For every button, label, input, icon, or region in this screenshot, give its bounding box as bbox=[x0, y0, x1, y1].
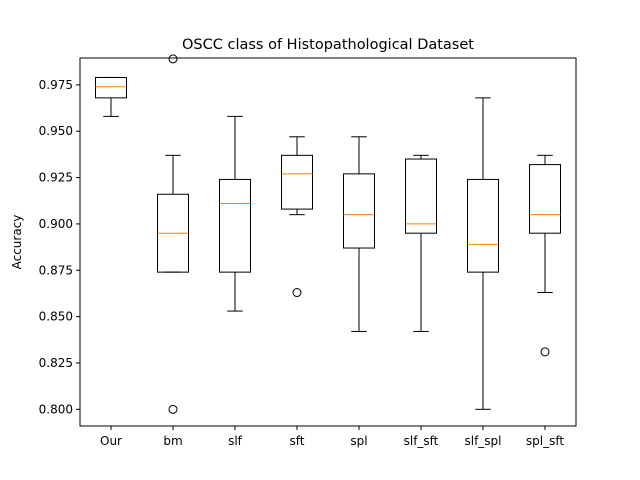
y-axis-label: Accuracy bbox=[10, 215, 24, 270]
x-tick-label: spl bbox=[350, 434, 367, 448]
plot-area: 0.800 0.825 0.850 0.875 0.900 0.925 0.950 0.975… bbox=[39, 54, 564, 448]
box-iqr bbox=[467, 178, 499, 273]
box-iqr bbox=[529, 164, 561, 234]
y-tick-label: 0.850 bbox=[39, 310, 73, 324]
box-iqr bbox=[343, 173, 375, 249]
box-iqr bbox=[95, 76, 127, 99]
x-tick-label: slf bbox=[228, 434, 243, 448]
box-iqr bbox=[219, 178, 251, 273]
outlier-point bbox=[168, 54, 178, 64]
outlier-point bbox=[292, 288, 302, 298]
y-tick-label: 0.900 bbox=[39, 217, 73, 231]
chart-title: OSCC class of Histopathological Dataset bbox=[182, 37, 474, 53]
axes-frame bbox=[79, 57, 577, 427]
x-tick-label: Our bbox=[100, 434, 122, 448]
y-tick-label: 0.825 bbox=[39, 356, 73, 370]
x-tick-label: bm bbox=[163, 434, 182, 448]
x-tick-label: spl_sft bbox=[526, 434, 564, 448]
outlier-point bbox=[168, 404, 178, 414]
outlier-point bbox=[540, 347, 550, 357]
y-tick-label: 0.875 bbox=[39, 263, 73, 277]
x-tick-label: slf_spl bbox=[464, 434, 501, 448]
y-tick-label: 0.975 bbox=[39, 78, 73, 92]
x-tick-label: slf_sft bbox=[404, 434, 439, 448]
y-tick-label: 0.925 bbox=[39, 171, 73, 185]
y-tick-label: 0.950 bbox=[39, 124, 73, 138]
x-tick-label: sft bbox=[290, 434, 305, 448]
box-iqr bbox=[281, 154, 313, 210]
y-tick-label: 0.800 bbox=[39, 402, 73, 416]
box-iqr bbox=[405, 158, 437, 234]
